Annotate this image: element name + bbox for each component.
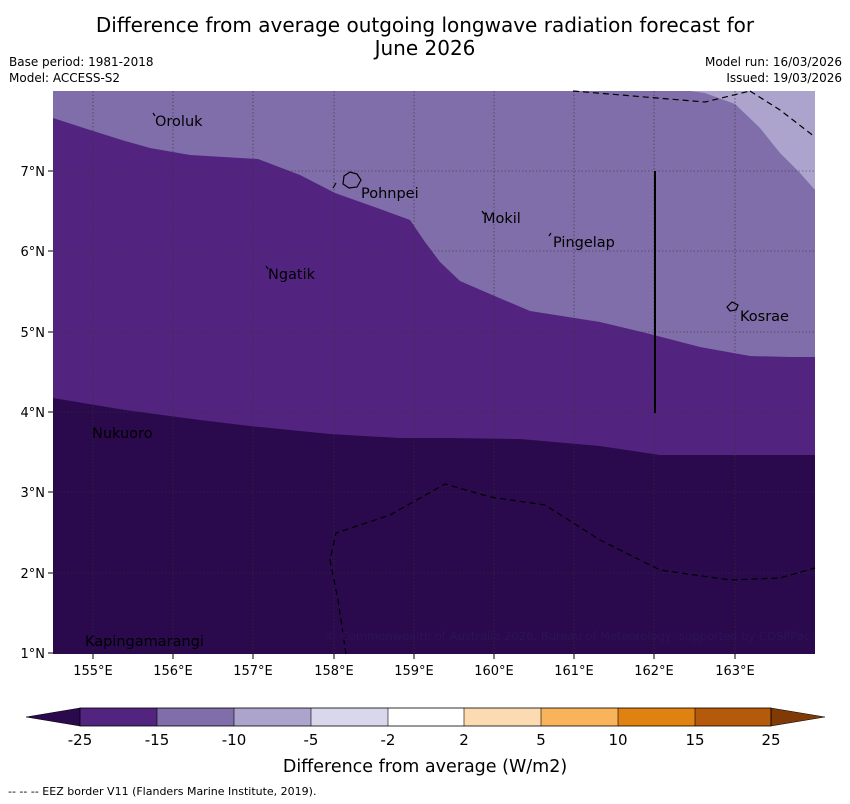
island-outlines xyxy=(152,112,739,312)
region-minus15-to-minus10 xyxy=(53,91,815,357)
grid xyxy=(53,91,815,654)
y-tick-label: 4°N xyxy=(21,406,46,421)
colorbar-label: -15 xyxy=(145,731,170,749)
y-tick-label: 2°N xyxy=(21,567,46,582)
eez-borders xyxy=(329,90,816,655)
x-tick-label: 157°E xyxy=(233,664,273,679)
place-label-ngatik: Ngatik xyxy=(268,267,316,283)
title-line-2: June 2026 xyxy=(374,36,476,60)
colorbar-title: Difference from average (W/m2) xyxy=(283,757,567,777)
meta-right: Model run: 16/03/2026 Issued: 19/03/2026 xyxy=(705,54,842,86)
colorbar-swatch xyxy=(388,708,464,726)
model-run: Model run: 16/03/2026 xyxy=(704,55,842,69)
y-tick-label: 5°N xyxy=(21,326,46,341)
place-label-pohnpei: Pohnpei xyxy=(361,186,419,202)
colorbar-swatch xyxy=(541,708,618,726)
issued-date: Issued: 19/03/2026 xyxy=(726,71,842,85)
pingelap-marker xyxy=(548,232,552,237)
kosrae-island-outline xyxy=(726,301,739,312)
x-tick-label: 159°E xyxy=(394,664,434,679)
y-tick-label: 3°N xyxy=(21,486,46,501)
place-label-pingelap: Pingelap xyxy=(553,235,615,251)
colorbar-label: 2 xyxy=(459,731,469,749)
x-tick-label: 156°E xyxy=(153,664,193,679)
map-plot-area xyxy=(53,91,815,654)
colorbar-label: 15 xyxy=(685,731,704,749)
place-label-oroluk: Oroluk xyxy=(155,114,203,130)
colorbar-label: -25 xyxy=(68,731,93,749)
x-tick-label: 158°E xyxy=(314,664,354,679)
colorbar-swatch xyxy=(618,708,695,726)
colorbar-label: 25 xyxy=(761,731,780,749)
x-axis-labels: 155°E 156°E 157°E 158°E 159°E 160°E 161°… xyxy=(73,664,755,679)
colorbar-label: -2 xyxy=(381,731,396,749)
oroluk-marker xyxy=(152,112,156,117)
pohnpei-island-outline xyxy=(342,171,362,189)
colorbar-swatch xyxy=(234,708,311,726)
y-tick-label: 7°N xyxy=(21,165,46,180)
colorbar-label: 10 xyxy=(608,731,627,749)
colorbar-label: -10 xyxy=(222,731,247,749)
x-tick-label: 163°E xyxy=(715,664,755,679)
colorbar: -25 -15 -10 -5 -2 2 5 10 15 25 Differenc… xyxy=(25,707,826,777)
colorbar-label: -5 xyxy=(304,731,319,749)
place-label-nukuoro: Nukuoro xyxy=(92,426,153,442)
colorbar-extend-low xyxy=(25,707,81,727)
eez-footnote: -- -- -- EEZ border V11 (Flanders Marine… xyxy=(8,785,317,798)
x-tick-label: 160°E xyxy=(474,664,514,679)
meta-left: Base period: 1981-2018 Model: ACCESS-S2 xyxy=(9,54,154,86)
copyright-notice: © Commonwealth of Australia 2026, Bureau… xyxy=(326,629,810,643)
colorbar-swatch xyxy=(464,708,541,726)
x-tick-label: 161°E xyxy=(554,664,594,679)
y-axis-labels: 7°N 6°N 5°N 4°N 3°N 2°N 1°N xyxy=(21,165,46,662)
y-axis-ticks xyxy=(48,170,53,654)
model-name: Model: ACCESS-S2 xyxy=(9,71,121,85)
x-tick-label: 162°E xyxy=(634,664,674,679)
title-line-1: Difference from average outgoing longwav… xyxy=(95,13,755,37)
place-label-kosrae: Kosrae xyxy=(740,309,789,325)
base-period: Base period: 1981-2018 xyxy=(9,55,154,69)
place-labels: Oroluk Pohnpei Mokil Pingelap Ngatik Kos… xyxy=(85,114,789,650)
colorbar-labels: -25 -15 -10 -5 -2 2 5 10 15 25 xyxy=(68,731,781,749)
colorbar-swatch xyxy=(157,708,234,726)
x-tick-label: 155°E xyxy=(73,664,113,679)
place-label-mokil: Mokil xyxy=(483,211,521,227)
colorbar-swatch xyxy=(80,708,157,726)
colorbar-label: 5 xyxy=(536,731,546,749)
x-axis-ticks xyxy=(92,654,736,659)
colorbar-swatch xyxy=(695,708,771,726)
colorbar-extend-high xyxy=(770,707,826,727)
colorbar-swatch xyxy=(311,708,388,726)
y-tick-label: 6°N xyxy=(21,245,46,260)
y-tick-label: 1°N xyxy=(21,647,46,662)
ngatik-marker xyxy=(265,265,269,270)
mokil-marker xyxy=(481,210,485,215)
place-label-kapingamarangi: Kapingamarangi xyxy=(85,634,204,650)
map-title: Difference from average outgoing longwav… xyxy=(0,14,850,60)
region-minus10-to-minus5 xyxy=(690,91,815,190)
